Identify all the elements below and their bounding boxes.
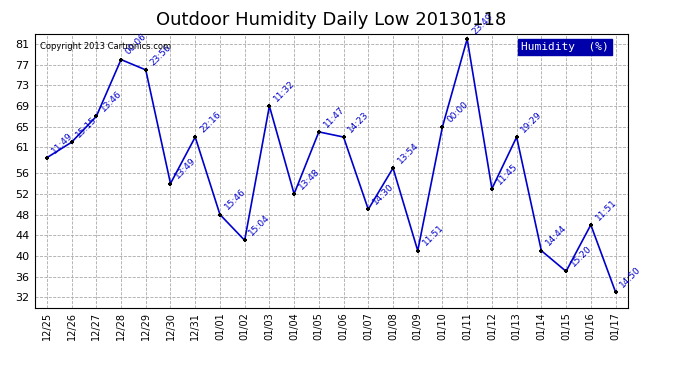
Text: 11:51: 11:51 bbox=[593, 197, 618, 222]
Point bbox=[190, 134, 201, 140]
Text: 15:46: 15:46 bbox=[223, 187, 247, 212]
Text: 14:30: 14:30 bbox=[371, 182, 395, 207]
Point bbox=[288, 191, 299, 197]
Text: 15:04: 15:04 bbox=[248, 213, 272, 238]
Point bbox=[140, 67, 151, 73]
Text: 13:46: 13:46 bbox=[99, 89, 124, 114]
Text: Copyright 2013 Cartronics.com: Copyright 2013 Cartronics.com bbox=[41, 42, 172, 51]
Text: 11:47: 11:47 bbox=[322, 105, 346, 129]
Text: 15:15: 15:15 bbox=[75, 115, 99, 140]
Point bbox=[462, 36, 473, 42]
Point bbox=[412, 248, 423, 254]
Text: Humidity  (%): Humidity (%) bbox=[521, 42, 609, 52]
Point bbox=[313, 129, 324, 135]
Title: Outdoor Humidity Daily Low 20130118: Outdoor Humidity Daily Low 20130118 bbox=[156, 11, 506, 29]
Point bbox=[486, 186, 497, 192]
Text: 00:06: 00:06 bbox=[124, 32, 148, 57]
Text: 19:29: 19:29 bbox=[520, 110, 544, 134]
Point bbox=[536, 248, 547, 254]
Point bbox=[165, 180, 176, 186]
Text: 13:48: 13:48 bbox=[297, 166, 322, 191]
Point bbox=[115, 57, 126, 63]
Point bbox=[560, 268, 571, 274]
Text: 11:45: 11:45 bbox=[495, 161, 520, 186]
Text: 11:51: 11:51 bbox=[420, 223, 445, 248]
Point bbox=[239, 237, 250, 243]
Point bbox=[511, 134, 522, 140]
Text: 23:56: 23:56 bbox=[148, 42, 173, 67]
Text: 14:23: 14:23 bbox=[346, 110, 371, 134]
Text: 14:50: 14:50 bbox=[618, 265, 643, 289]
Text: 13:49: 13:49 bbox=[173, 156, 198, 181]
Text: 13:54: 13:54 bbox=[396, 141, 420, 165]
Point bbox=[610, 289, 621, 295]
Text: 23:49: 23:49 bbox=[470, 12, 495, 36]
Point bbox=[388, 165, 399, 171]
Point bbox=[585, 222, 596, 228]
Text: 14:44: 14:44 bbox=[544, 224, 569, 248]
Point bbox=[215, 211, 226, 217]
Text: 22:16: 22:16 bbox=[198, 110, 222, 134]
Point bbox=[91, 113, 102, 119]
Point bbox=[437, 124, 448, 130]
Point bbox=[41, 155, 52, 161]
Point bbox=[363, 206, 374, 212]
Point bbox=[264, 103, 275, 109]
Text: 15:20: 15:20 bbox=[569, 244, 593, 268]
Text: 11:49: 11:49 bbox=[50, 130, 75, 155]
Text: 11:32: 11:32 bbox=[272, 79, 297, 103]
Point bbox=[338, 134, 349, 140]
Text: 00:00: 00:00 bbox=[445, 99, 470, 124]
Point bbox=[66, 139, 77, 145]
